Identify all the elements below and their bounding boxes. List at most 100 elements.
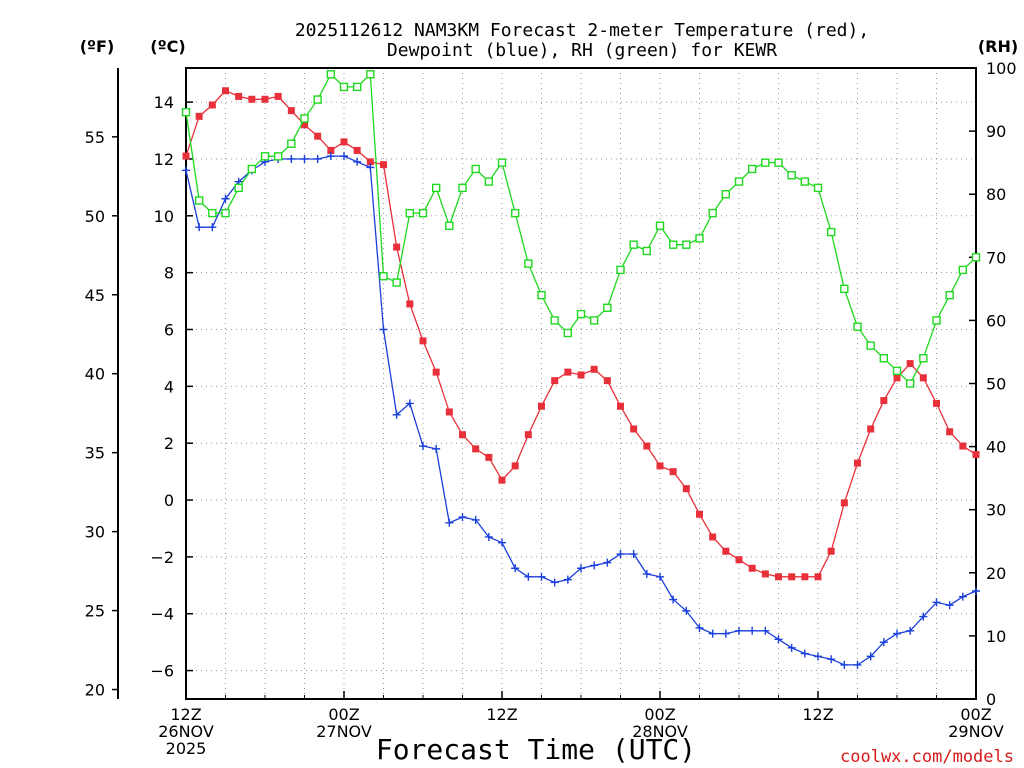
temperature-point xyxy=(656,462,664,470)
rh-point xyxy=(761,158,770,167)
dewpoint-point xyxy=(721,629,730,638)
rh-point xyxy=(655,221,665,230)
rh-point xyxy=(313,95,322,104)
dewpoint-point xyxy=(340,152,348,161)
dewpoint-point xyxy=(326,152,335,161)
rh-point xyxy=(826,227,836,237)
rh-point xyxy=(287,139,296,148)
x-tick-label: 00Z xyxy=(644,705,675,724)
temperature-point xyxy=(919,374,927,382)
celsius-tick-label: −6 xyxy=(150,662,174,681)
temperature-point xyxy=(287,107,295,115)
temperature-point xyxy=(972,451,980,459)
dewpoint-point xyxy=(945,601,954,610)
dewpoint-point xyxy=(221,194,230,203)
celsius-tick-label: 10 xyxy=(154,207,174,226)
rh-point xyxy=(813,183,823,193)
temperature-point xyxy=(933,399,940,407)
rh-point xyxy=(273,152,283,161)
rh-point xyxy=(563,328,573,338)
temperature-point xyxy=(854,459,861,467)
dewpoint-point xyxy=(511,564,520,573)
temperature-series xyxy=(182,87,980,581)
dewpoint-point xyxy=(919,612,928,621)
rh-tick-label: 70 xyxy=(986,248,1006,267)
temperature-point xyxy=(722,547,730,555)
rh-unit-label: (RH) xyxy=(978,37,1018,56)
temperature-point xyxy=(669,468,677,476)
temperature-point xyxy=(696,510,703,518)
dewpoint-point xyxy=(313,154,322,163)
celsius-tick-label: −2 xyxy=(150,548,174,567)
x-tick-label: 12Z xyxy=(170,705,201,724)
rh-point xyxy=(576,309,586,319)
dewpoint-point xyxy=(577,564,585,573)
temperature-point xyxy=(709,533,717,541)
temperature-point xyxy=(906,360,914,368)
temperature-point xyxy=(643,442,651,450)
dewpoint-point xyxy=(879,638,888,647)
celsius-tick-label: 4 xyxy=(164,377,174,396)
dewpoint-point xyxy=(208,223,217,232)
temperature-point xyxy=(353,146,361,154)
celsius-tick-label: 0 xyxy=(164,491,174,510)
fahrenheit-tick-label: 25 xyxy=(85,602,105,621)
temperature-point xyxy=(867,425,875,433)
rh-point xyxy=(708,208,717,218)
rh-series xyxy=(181,70,981,388)
data-series xyxy=(181,70,981,669)
temperature-point xyxy=(617,402,624,410)
dewpoint-point xyxy=(827,655,836,664)
rh-point xyxy=(629,240,638,249)
x-tick-label: 28NOV xyxy=(632,722,688,741)
temperature-point xyxy=(498,476,506,484)
temperature-point xyxy=(222,87,229,95)
dewpoint-point xyxy=(458,513,467,522)
rh-point xyxy=(905,379,915,388)
rh-point xyxy=(642,246,652,256)
dewpoint-point xyxy=(814,652,822,661)
temperature-point xyxy=(340,138,348,146)
rh-point xyxy=(695,234,704,243)
dewpoint-point xyxy=(300,154,309,163)
temperature-point xyxy=(208,101,216,109)
rh-point xyxy=(800,177,810,186)
rh-point xyxy=(787,171,796,180)
dewpoint-point xyxy=(695,623,704,632)
celsius-tick-label: 12 xyxy=(154,150,174,169)
temperature-point xyxy=(274,92,282,100)
rh-point xyxy=(260,152,270,161)
temperature-point xyxy=(393,243,401,251)
rh-tick-label: 80 xyxy=(986,185,1006,204)
temperature-point xyxy=(893,374,901,382)
celsius-tick-label: 6 xyxy=(164,320,174,339)
temperature-point xyxy=(459,431,466,439)
celsius-tick-label: 8 xyxy=(164,264,174,283)
temperature-point xyxy=(314,132,322,140)
rh-point xyxy=(339,82,349,92)
rh-point xyxy=(932,316,941,325)
dewpoint-point xyxy=(893,629,901,638)
temperature-point xyxy=(432,368,440,376)
dewpoint-point xyxy=(682,606,691,615)
temperature-point xyxy=(551,377,559,385)
temperature-point xyxy=(445,408,453,416)
rh-point xyxy=(379,272,388,281)
rh-point xyxy=(445,221,454,230)
celsius-tick-label: −4 xyxy=(150,605,174,624)
x-tick-label: 26NOV xyxy=(158,722,214,741)
rh-tick-label: 60 xyxy=(986,311,1006,330)
x-tick-label: 2025 xyxy=(166,739,207,758)
dewpoint-point xyxy=(537,572,546,581)
temperature-point xyxy=(682,485,690,493)
rh-point xyxy=(945,290,954,300)
rh-point xyxy=(234,183,243,193)
rh-point xyxy=(853,322,862,331)
dewpoint-point xyxy=(366,163,375,172)
x-tick-label: 29NOV xyxy=(948,722,1004,741)
dewpoint-series xyxy=(182,152,980,669)
rh-point xyxy=(366,70,375,79)
dewpoint-point xyxy=(498,538,506,547)
rh-point xyxy=(458,183,467,193)
grid xyxy=(186,68,976,699)
